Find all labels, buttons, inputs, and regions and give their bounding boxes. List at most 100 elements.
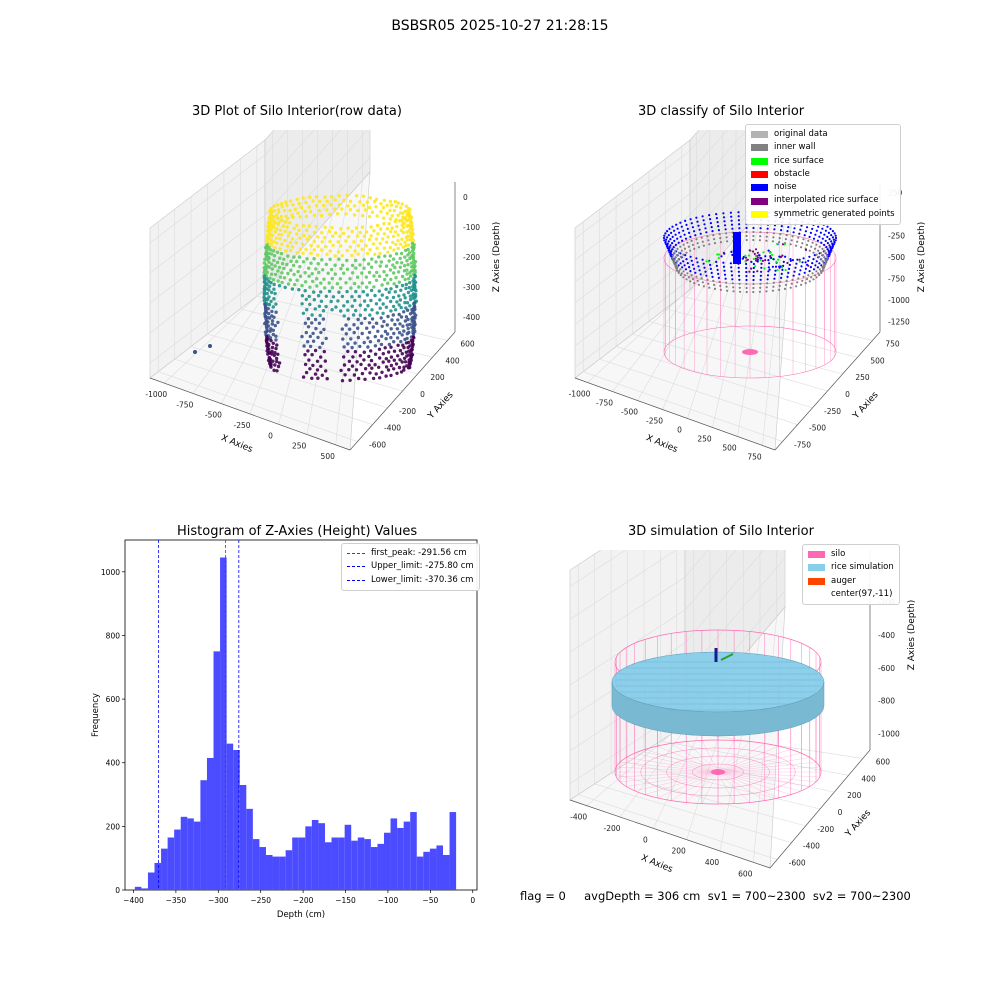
scatter-point	[384, 240, 389, 244]
scatter-point	[306, 340, 310, 344]
scatter-point	[389, 363, 394, 368]
histogram-bar	[383, 832, 391, 890]
scatter-point	[273, 291, 277, 296]
legend-item: first_peak: -291.56 cm	[347, 547, 474, 560]
silo-floor-ring	[640, 747, 796, 797]
y-tick-label: -250	[824, 407, 841, 416]
scatter-point	[369, 265, 374, 269]
classified-point	[730, 266, 733, 269]
scatter-point	[348, 378, 352, 382]
scatter-point	[369, 288, 374, 293]
z-tick-label: -400	[463, 313, 480, 322]
scatter-point	[293, 282, 297, 287]
scatter-point	[367, 321, 372, 325]
scatter-point	[322, 203, 326, 208]
classified-point	[673, 260, 676, 264]
scatter-point	[388, 245, 392, 250]
classified-point	[695, 216, 698, 219]
classified-point	[685, 258, 688, 261]
y-tick-label: 200	[106, 822, 121, 831]
classified-point	[716, 253, 719, 256]
wall-grid-line	[574, 130, 709, 239]
scatter-point	[303, 289, 307, 293]
classified-point	[792, 274, 795, 277]
legend-label: silo	[831, 549, 846, 559]
scatter-point	[359, 362, 363, 367]
scatter-point	[308, 209, 313, 214]
classified-point	[781, 243, 785, 246]
classified-point	[752, 250, 755, 253]
scatter-point	[406, 263, 410, 267]
scatter-point	[331, 234, 335, 238]
scatter-point	[388, 208, 392, 213]
classified-point	[764, 259, 767, 262]
scatter-point	[313, 372, 318, 376]
scatter-point	[333, 198, 337, 202]
scatter-point	[272, 240, 276, 244]
legend-swatch	[751, 131, 768, 139]
scatter-point	[368, 196, 372, 200]
classified-point	[821, 227, 824, 230]
scatter-point	[389, 229, 393, 234]
scatter-point	[397, 365, 402, 370]
scatter-point	[389, 277, 393, 282]
scatter-point	[401, 225, 406, 230]
scatter-point	[392, 248, 396, 252]
classified-point	[823, 233, 826, 236]
scatter-point	[364, 244, 368, 248]
scatter-point	[393, 322, 397, 327]
scatter-point	[371, 242, 376, 246]
scatter-point	[282, 257, 286, 261]
scatter-point	[391, 313, 395, 317]
histogram-bar	[370, 847, 378, 890]
classified-point	[810, 245, 813, 248]
scatter-point	[262, 287, 266, 291]
scatter-point	[285, 262, 289, 267]
scatter-point	[333, 207, 337, 211]
scatter-point	[390, 318, 394, 322]
scatter-point	[320, 373, 324, 377]
scatter-point	[365, 251, 370, 256]
classified-point	[827, 250, 830, 253]
classified-point	[685, 278, 688, 281]
scatter-point	[374, 372, 378, 376]
classified-point	[695, 238, 698, 241]
classified-point	[826, 225, 829, 228]
scatter-point	[316, 244, 320, 248]
scatter-point	[344, 323, 348, 327]
classified-point	[807, 264, 810, 267]
classified-point	[744, 260, 747, 263]
classified-point	[808, 235, 811, 238]
histogram-bars	[134, 557, 457, 890]
scatter-point	[328, 239, 332, 244]
classified-point	[722, 265, 726, 268]
classified-point	[831, 236, 834, 239]
scatter-point	[365, 326, 369, 330]
y-tick-label: 0	[845, 390, 850, 399]
scatter-point	[269, 252, 274, 256]
classified-point	[820, 271, 823, 274]
classified-point	[793, 227, 796, 230]
classified-point	[812, 258, 815, 261]
scatter-point	[384, 337, 388, 341]
scatter-point	[403, 240, 407, 244]
histogram-bar	[324, 842, 332, 890]
classified-point	[726, 240, 729, 243]
scatter-point	[323, 195, 327, 199]
classified-point	[791, 259, 794, 262]
classified-point	[713, 242, 717, 245]
scatter-point	[406, 317, 410, 322]
classified-point	[680, 225, 683, 228]
classified-point	[699, 273, 702, 276]
scatter-point	[288, 248, 293, 253]
classified-point	[679, 221, 682, 224]
classified-point	[731, 278, 734, 281]
scatter-point	[363, 316, 367, 321]
scatter-point	[335, 212, 340, 216]
legend-swatch	[751, 171, 768, 179]
scatter-point	[385, 203, 389, 208]
scatter-point	[399, 288, 403, 292]
scatter-point	[340, 294, 345, 299]
x-tick-label: 250	[697, 435, 712, 444]
scatter-point	[400, 352, 404, 356]
